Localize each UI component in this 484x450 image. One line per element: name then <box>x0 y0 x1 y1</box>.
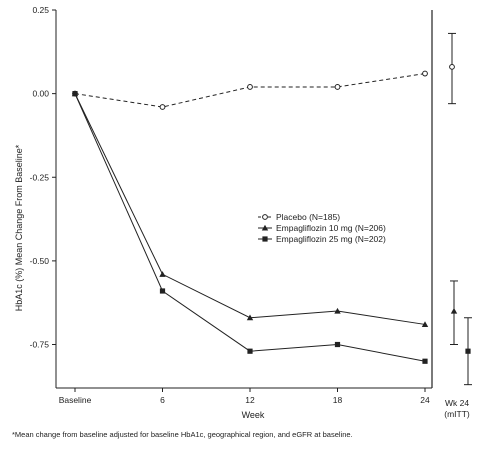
legend-label-0: Placebo (N=185) <box>276 212 340 222</box>
footnote: *Mean change from baseline adjusted for … <box>12 430 353 439</box>
legend-marker-1 <box>261 224 269 231</box>
ci-mean-marker-2 <box>465 348 471 354</box>
y-tick-label: -0.50 <box>30 256 50 266</box>
data-point-series-1 <box>159 271 166 277</box>
wk24-mitt-panel <box>448 32 472 386</box>
legend-label-1: Empagliflozin 10 mg (N=206) <box>276 223 386 233</box>
ci-mean-marker-0 <box>449 63 455 70</box>
x-tick-label: 12 <box>245 395 255 405</box>
data-point-series-2 <box>247 348 253 354</box>
legend-marker-2 <box>262 236 268 242</box>
data-point-series-1 <box>246 314 254 321</box>
y-axis-title: HbA1c (%) Mean Change From Baseline* <box>14 144 24 311</box>
side-label-mitt: (mITT) <box>444 409 470 419</box>
data-point-series-0 <box>334 84 341 90</box>
side-label-wk24: Wk 24 <box>445 398 469 408</box>
y-tick-label: 0.00 <box>32 89 49 99</box>
chart-legend: Placebo (N=185)Empagliflozin 10 mg (N=20… <box>258 212 386 244</box>
x-tick-label: 6 <box>160 395 165 405</box>
data-point-series-2 <box>159 288 166 294</box>
y-tick-label: -0.75 <box>30 340 50 350</box>
y-tick-label: -0.25 <box>30 172 50 182</box>
data-point-series-2 <box>422 358 428 364</box>
data-point-series-0 <box>247 84 253 90</box>
data-point-series-2 <box>334 341 341 348</box>
y-tick-label: 0.25 <box>32 5 49 15</box>
x-tick-label: 24 <box>420 395 430 405</box>
data-point-series-1 <box>421 321 429 328</box>
x-tick-label: Baseline <box>59 395 92 405</box>
data-point-series-0 <box>159 104 166 110</box>
data-point-series-2 <box>72 91 78 97</box>
legend-label-2: Empagliflozin 25 mg (N=202) <box>276 234 386 244</box>
series-line-0 <box>74 73 426 108</box>
legend-marker-0 <box>262 214 268 220</box>
data-point-series-1 <box>334 307 341 314</box>
ci-mean-marker-1 <box>450 307 458 314</box>
series-line-1 <box>74 93 426 325</box>
x-tick-label: 18 <box>333 395 343 405</box>
chart-series <box>71 70 429 364</box>
data-point-series-0 <box>422 70 428 77</box>
chart-axes: 0.25 0.00 -0.25 -0.50 -0.75 Baseline 6 12 18 24 <box>30 5 433 405</box>
x-axis-title: Week <box>242 410 265 420</box>
